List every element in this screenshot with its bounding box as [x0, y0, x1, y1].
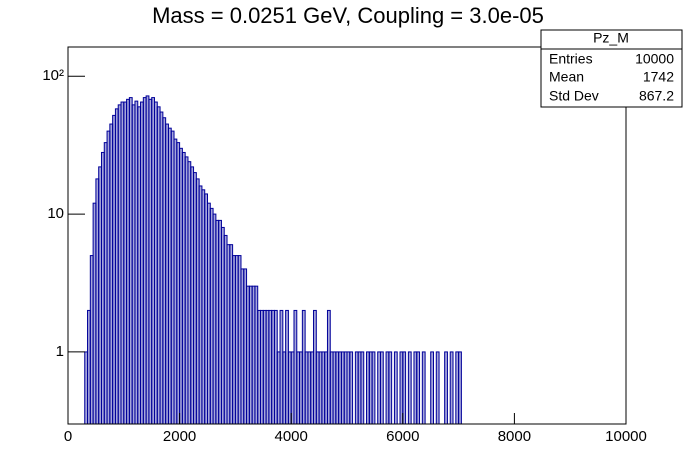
- frame: [67, 46, 627, 425]
- bar: [458, 351, 462, 424]
- bar: [416, 351, 421, 424]
- bar: [360, 351, 365, 424]
- x-tick-label: 2000: [163, 428, 196, 445]
- bar: [407, 351, 412, 424]
- bar: [449, 351, 454, 424]
- bar: [371, 351, 376, 424]
- x-tick-label: 6000: [386, 428, 419, 445]
- chart-title: Mass = 0.0251 GeV, Coupling = 3.0e-05: [152, 3, 544, 28]
- bar: [435, 351, 440, 424]
- stats-label: Mean: [549, 69, 584, 85]
- stats-value: 10000: [635, 51, 674, 67]
- x-tick-label: 10000: [605, 428, 647, 445]
- stats-frame: [540, 29, 683, 108]
- bar: [430, 351, 434, 424]
- stats-box: Pz_M Entries 10000 Mean 1742 Std Dev 867…: [540, 29, 683, 108]
- stats-value: 867.2: [639, 88, 674, 104]
- y-tick-label: 10²: [42, 67, 64, 84]
- x-tick-label: 8000: [498, 428, 531, 445]
- bar: [402, 351, 407, 424]
- plot-area: [84, 95, 462, 424]
- bar: [379, 351, 384, 424]
- x-tick-label: 4000: [275, 428, 308, 445]
- stats-label: Std Dev: [549, 88, 599, 104]
- bar: [444, 351, 448, 424]
- bar: [393, 351, 398, 424]
- stats-value: 1742: [643, 69, 674, 85]
- bar: [388, 351, 393, 424]
- bar: [349, 351, 354, 424]
- y-tick-label: 10: [47, 205, 64, 222]
- y-tick-label: 1: [56, 343, 64, 360]
- bar: [421, 351, 426, 424]
- stats-title: Pz_M: [593, 30, 629, 46]
- stats-label: Entries: [549, 51, 593, 67]
- x-tick-label: 0: [64, 428, 72, 445]
